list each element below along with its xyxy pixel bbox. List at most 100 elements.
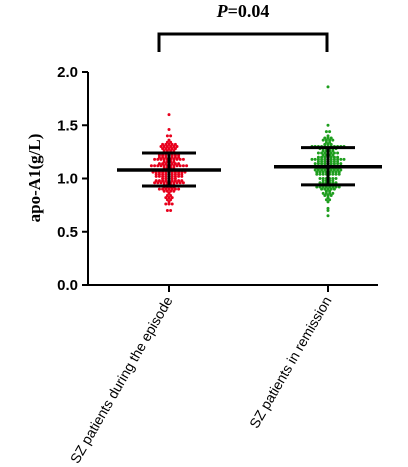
data-point [177, 179, 181, 183]
data-point [331, 172, 335, 176]
data-point [154, 172, 158, 176]
data-point [164, 202, 168, 206]
data-point [329, 155, 333, 159]
data-point [169, 198, 173, 202]
data-point [323, 168, 327, 172]
data-point [162, 159, 166, 163]
data-point [170, 177, 174, 180]
data-point [164, 177, 168, 180]
data-point [161, 174, 165, 178]
data-point [162, 157, 166, 161]
data-point [164, 142, 168, 146]
data-point [161, 155, 165, 159]
data-point [161, 142, 165, 146]
data-point [161, 147, 165, 151]
data-point [172, 181, 176, 185]
data-point [169, 194, 173, 198]
data-point [169, 189, 173, 193]
data-point [180, 179, 184, 183]
data-point [175, 181, 179, 185]
data-point [167, 191, 171, 195]
data-point [161, 162, 165, 166]
data-point [173, 174, 177, 178]
data-point [326, 85, 330, 89]
data-point [336, 159, 340, 163]
data-point [178, 164, 182, 168]
data-point [173, 172, 177, 176]
data-point [334, 170, 338, 174]
x-category-label: SZ patients in remission [246, 294, 335, 431]
data-point [157, 155, 161, 159]
data-point [316, 151, 320, 155]
data-point [162, 145, 166, 149]
data-point [324, 140, 328, 144]
data-point [324, 130, 328, 134]
data-point [331, 177, 335, 180]
x-ticks: SZ patients during the episode SZ patient… [67, 285, 335, 466]
data-point [170, 147, 174, 151]
data-point [165, 134, 169, 138]
data-point [313, 168, 317, 172]
data-point [331, 170, 335, 174]
data-point [326, 136, 330, 140]
data-point [321, 149, 325, 153]
data-point [175, 145, 179, 149]
data-point [318, 170, 322, 174]
data-point [173, 155, 177, 159]
data-point [321, 179, 325, 183]
data-point [321, 191, 325, 195]
data-point [162, 189, 166, 193]
data-point [332, 155, 336, 159]
data-point [331, 153, 335, 157]
data-point [172, 159, 176, 163]
data-point [173, 142, 177, 146]
data-point [164, 179, 168, 183]
y-tick-label: 0.5 [57, 224, 78, 241]
significance-bracket: P=0.04 [157, 1, 329, 52]
data-point [172, 189, 176, 193]
data-point [165, 145, 169, 149]
data-point [329, 168, 333, 172]
data-point [172, 145, 176, 149]
data-point [165, 208, 169, 212]
data-point [329, 159, 333, 163]
y-tick-label: 1.0 [57, 171, 78, 188]
data-point [320, 159, 324, 163]
data-point [334, 177, 338, 180]
data-point [159, 145, 163, 149]
data-point [321, 170, 325, 174]
data-point [165, 189, 169, 193]
data-point [161, 172, 165, 176]
data-point [328, 191, 332, 195]
data-point [177, 155, 181, 159]
y-tick-label: 2.0 [57, 64, 78, 81]
data-point [323, 142, 327, 146]
data-point [342, 157, 346, 161]
data-point [167, 113, 171, 117]
data-point [170, 187, 174, 191]
data-point [337, 172, 341, 176]
data-point [177, 187, 181, 191]
data-point [321, 177, 325, 180]
data-point [153, 157, 157, 161]
data-point [326, 200, 330, 204]
data-point [323, 157, 327, 161]
data-point [326, 142, 330, 146]
data-point [173, 179, 177, 183]
data-point [323, 159, 327, 163]
data-point [157, 162, 161, 166]
data-point [316, 157, 320, 161]
data-point [170, 202, 174, 206]
y-tick-label: 1.5 [57, 117, 78, 134]
data-point [159, 157, 163, 161]
data-point [328, 198, 332, 202]
data-point [175, 164, 179, 168]
data-point [149, 164, 153, 168]
data-point [329, 136, 333, 140]
data-point [161, 177, 165, 180]
data-point [331, 149, 335, 153]
data-point [162, 181, 166, 185]
data-point [329, 151, 333, 155]
data-point [170, 179, 174, 183]
